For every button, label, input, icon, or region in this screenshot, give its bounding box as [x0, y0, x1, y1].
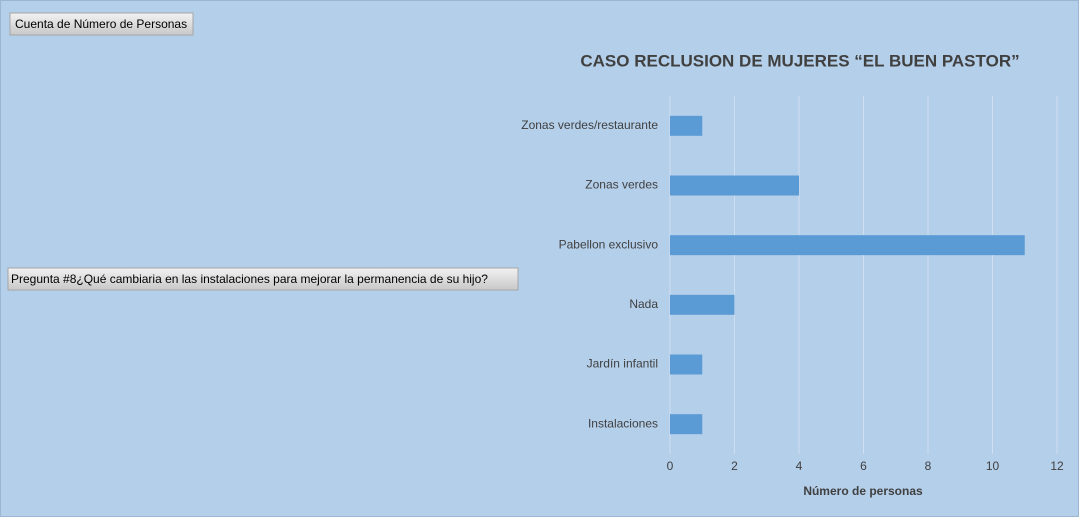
axis-field-label: Pregunta #8¿Qué cambiaria en las instala…	[11, 272, 488, 286]
value-field-button[interactable]	[9, 12, 194, 36]
x-axis-title: Número de personas	[803, 484, 923, 498]
bar	[670, 414, 703, 435]
x-tick-label: 6	[860, 459, 867, 473]
axis-field-button[interactable]	[7, 267, 519, 291]
y-tick-label: Pabellon exclusivo	[559, 237, 659, 251]
x-tick-label: 12	[1050, 459, 1064, 473]
x-tick-label: 0	[667, 459, 674, 473]
bar	[670, 115, 703, 136]
bar	[670, 175, 799, 196]
bar	[670, 294, 735, 315]
y-tick-label: Zonas verdes	[585, 178, 658, 192]
y-tick-label: Instalaciones	[588, 416, 658, 430]
y-tick-label: Zonas verdes/restaurante	[521, 118, 658, 132]
x-tick-label: 8	[925, 459, 932, 473]
value-field-label: Cuenta de Número de Personas	[15, 17, 187, 31]
y-tick-label: Nada	[629, 297, 658, 311]
bar	[670, 235, 1025, 256]
x-tick-label: 4	[796, 459, 803, 473]
bar	[670, 354, 703, 375]
y-tick-label: Jardín infantil	[587, 357, 658, 371]
x-tick-label: 10	[986, 459, 1000, 473]
x-tick-label: 2	[731, 459, 738, 473]
chart-title: CASO RECLUSION DE MUJERES “EL BUEN PASTO…	[580, 51, 1019, 70]
